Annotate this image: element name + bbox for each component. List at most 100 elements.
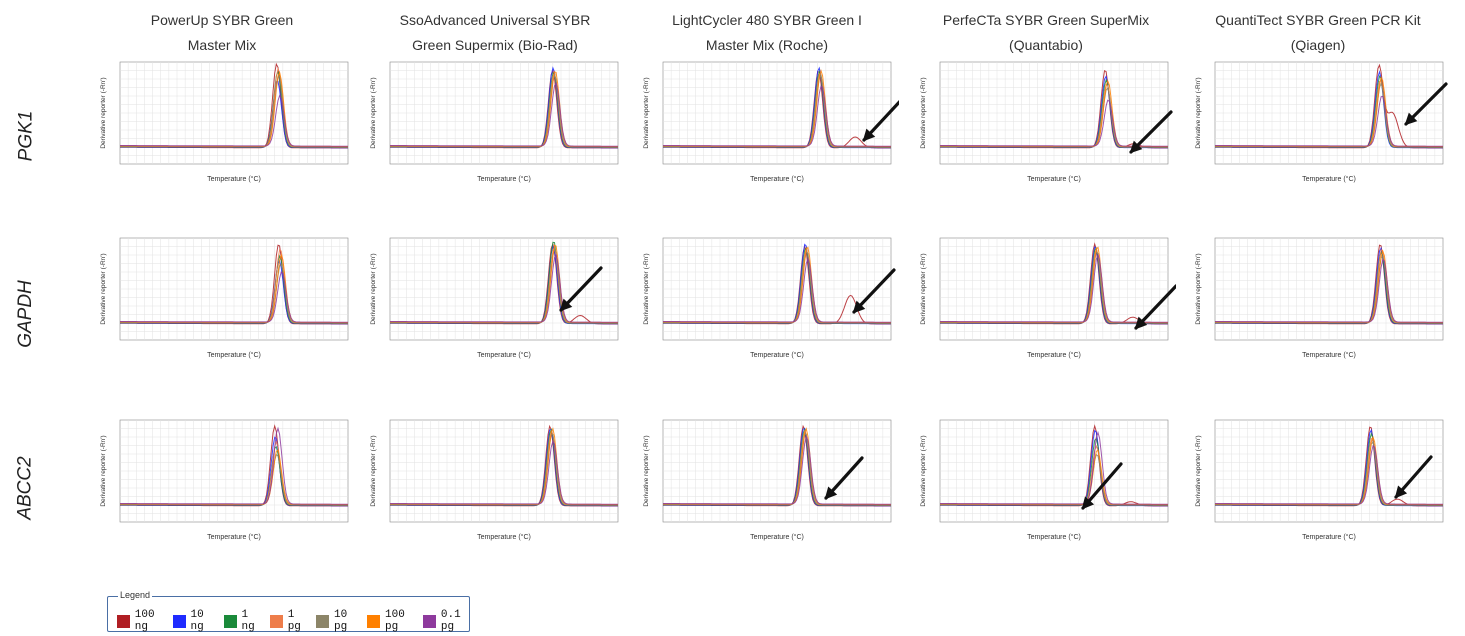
series-line-0_1pg [940,99,1168,147]
legend-swatch [316,614,329,628]
melt-curve-chart: Derivative reporter (-Rn') Temperature (°… [643,419,892,541]
arrow-annotation [1394,455,1433,499]
series-line-0_1pg [390,253,618,323]
legend-item: 100 pg [367,609,413,633]
y-axis-label: Derivative reporter (-Rn') [920,77,927,148]
column-header-1: SsoAdvanced Universal SYBR Green Supermix… [380,8,610,58]
y-axis-label: Derivative reporter (-Rn') [920,253,927,324]
column-header-2: LightCycler 480 SYBR Green I Master Mix (… [652,8,882,58]
x-axis-label: Temperature (°C) [207,351,261,359]
series-line-0_1pg [1215,258,1443,323]
series-line-0_1pg [120,271,348,323]
legend-label: 100 pg [385,609,405,633]
melt-curve-panel-pgk1-1: Derivative reporter (-Rn') Temperature (°… [366,52,626,192]
series-line-0_1pg [940,430,1168,505]
melt-curve-panel-gapdh-4: Derivative reporter (-Rn') Temperature (°… [1191,228,1451,368]
y-axis-label: Derivative reporter (-Rn') [370,77,377,148]
legend-label: 100 ng [134,609,155,633]
melt-curve-chart: Derivative reporter (-Rn') Temperature (°… [100,237,349,359]
row-label-0: PGK1 [6,76,46,196]
legend-item: 10 pg [316,609,357,633]
column-header-line2: (Qiagen) [1290,37,1346,53]
legend-label: 0.1 pg [440,609,461,633]
series-line-0_1pg [663,257,891,323]
arrow-annotation [852,268,896,314]
legend-swatch [223,614,237,628]
legend-label: 10 pg [333,609,348,633]
melt-curve-panel-abcc2-2: Derivative reporter (-Rn') Temperature (°… [639,410,899,550]
legend-label: 1 pg [287,609,301,633]
legend-title: Legend [118,590,153,600]
x-axis-label: Temperature (°C) [1027,175,1081,183]
legend-swatch [117,614,130,628]
column-header-line1: PowerUp SYBR Green [150,12,294,28]
legend-swatch [270,614,283,628]
melt-curve-panel-gapdh-0: Derivative reporter (-Rn') Temperature (°… [96,228,356,368]
x-axis-label: Temperature (°C) [477,351,531,359]
melt-curve-chart: Derivative reporter (-Rn') Temperature (°… [920,237,1176,359]
grid [1215,238,1443,340]
column-header-3: PerfeCTa SYBR Green SuperMix (Quantabio) [931,8,1161,58]
melt-curve-chart: Derivative reporter (-Rn') Temperature (°… [1195,419,1444,541]
y-axis-label: Derivative reporter (-Rn') [100,253,107,324]
y-axis-label: Derivative reporter (-Rn') [370,435,377,506]
melt-curve-panel-pgk1-3: Derivative reporter (-Rn') Temperature (°… [916,52,1176,192]
melt-curve-panel-abcc2-1: Derivative reporter (-Rn') Temperature (°… [366,410,626,550]
row-label-2: ABCC2 [6,428,46,548]
series-line-0_1pg [390,82,618,147]
legend-swatch [367,614,381,628]
x-axis-label: Temperature (°C) [207,175,261,183]
x-axis-label: Temperature (°C) [477,533,531,541]
melt-curve-chart: Derivative reporter (-Rn') Temperature (°… [100,61,349,183]
melt-curve-chart: Derivative reporter (-Rn') Temperature (°… [643,61,899,183]
row-label-text: PGK1 [15,110,37,162]
melt-curve-panel-abcc2-3: Derivative reporter (-Rn') Temperature (°… [916,410,1176,550]
arrow-annotation [1134,284,1176,330]
melt-curve-panel-pgk1-2: Derivative reporter (-Rn') Temperature (°… [639,52,899,192]
melt-curve-chart: Derivative reporter (-Rn') Temperature (°… [370,419,619,541]
melt-curve-panel-gapdh-1: Derivative reporter (-Rn') Temperature (°… [366,228,626,368]
y-axis-label: Derivative reporter (-Rn') [1195,253,1202,324]
series-line-0_1pg [1215,444,1443,505]
legend-box: Legend 100 ng 10 ng 1 ng 1 pg 10 pg 100 pg 0.1… [107,590,470,633]
x-axis-label: Temperature (°C) [1027,533,1081,541]
arrow-annotation [559,266,603,312]
column-header-line1: QuantiTect SYBR Green PCR Kit [1215,12,1421,28]
y-axis-label: Derivative reporter (-Rn') [1195,435,1202,506]
column-header-line1: PerfeCTa SYBR Green SuperMix [942,12,1150,28]
legend-label: 10 ng [190,609,204,633]
series-line-0_1pg [120,426,348,505]
row-label-1: GAPDH [6,254,46,374]
x-axis-label: Temperature (°C) [750,533,804,541]
arrow-annotation [1081,462,1123,510]
series-line-0_1pg [663,435,891,505]
column-header-line1: LightCycler 480 SYBR Green I [672,12,862,28]
melt-curve-panel-abcc2-0: Derivative reporter (-Rn') Temperature (°… [96,410,356,550]
x-axis-label: Temperature (°C) [1302,533,1356,541]
melt-curve-chart: Derivative reporter (-Rn') Temperature (°… [920,419,1169,541]
melt-curve-panel-gapdh-2: Derivative reporter (-Rn') Temperature (°… [639,228,899,368]
y-axis-label: Derivative reporter (-Rn') [643,77,650,148]
legend-item: 10 ng [172,609,214,633]
melt-curve-chart: Derivative reporter (-Rn') Temperature (°… [100,419,349,541]
arrow-annotation [824,456,864,500]
legend-item: 1 pg [270,609,306,633]
series-line-0_1pg [390,439,618,505]
x-axis-label: Temperature (°C) [477,175,531,183]
melt-curve-chart: Derivative reporter (-Rn') Temperature (°… [1195,237,1444,359]
column-header-line2: (Quantabio) [1009,37,1083,53]
x-axis-label: Temperature (°C) [750,175,804,183]
arrow-annotation [1129,110,1173,154]
melt-curve-chart: Derivative reporter (-Rn') Temperature (°… [370,61,619,183]
y-axis-label: Derivative reporter (-Rn') [643,253,650,324]
x-axis-label: Temperature (°C) [1302,175,1356,183]
x-axis-label: Temperature (°C) [1027,351,1081,359]
legend-item: 0.1 pg [423,609,469,633]
x-axis-label: Temperature (°C) [207,533,261,541]
row-label-text: GAPDH [15,280,37,348]
y-axis-label: Derivative reporter (-Rn') [370,253,377,324]
melt-curve-panel-abcc2-4: Derivative reporter (-Rn') Temperature (°… [1191,410,1451,550]
row-label-text: ABCC2 [15,456,37,520]
legend-items: 100 ng 10 ng 1 ng 1 pg 10 pg 100 pg 0.1 pg [117,609,469,633]
legend-label: 1 ng [241,609,255,633]
